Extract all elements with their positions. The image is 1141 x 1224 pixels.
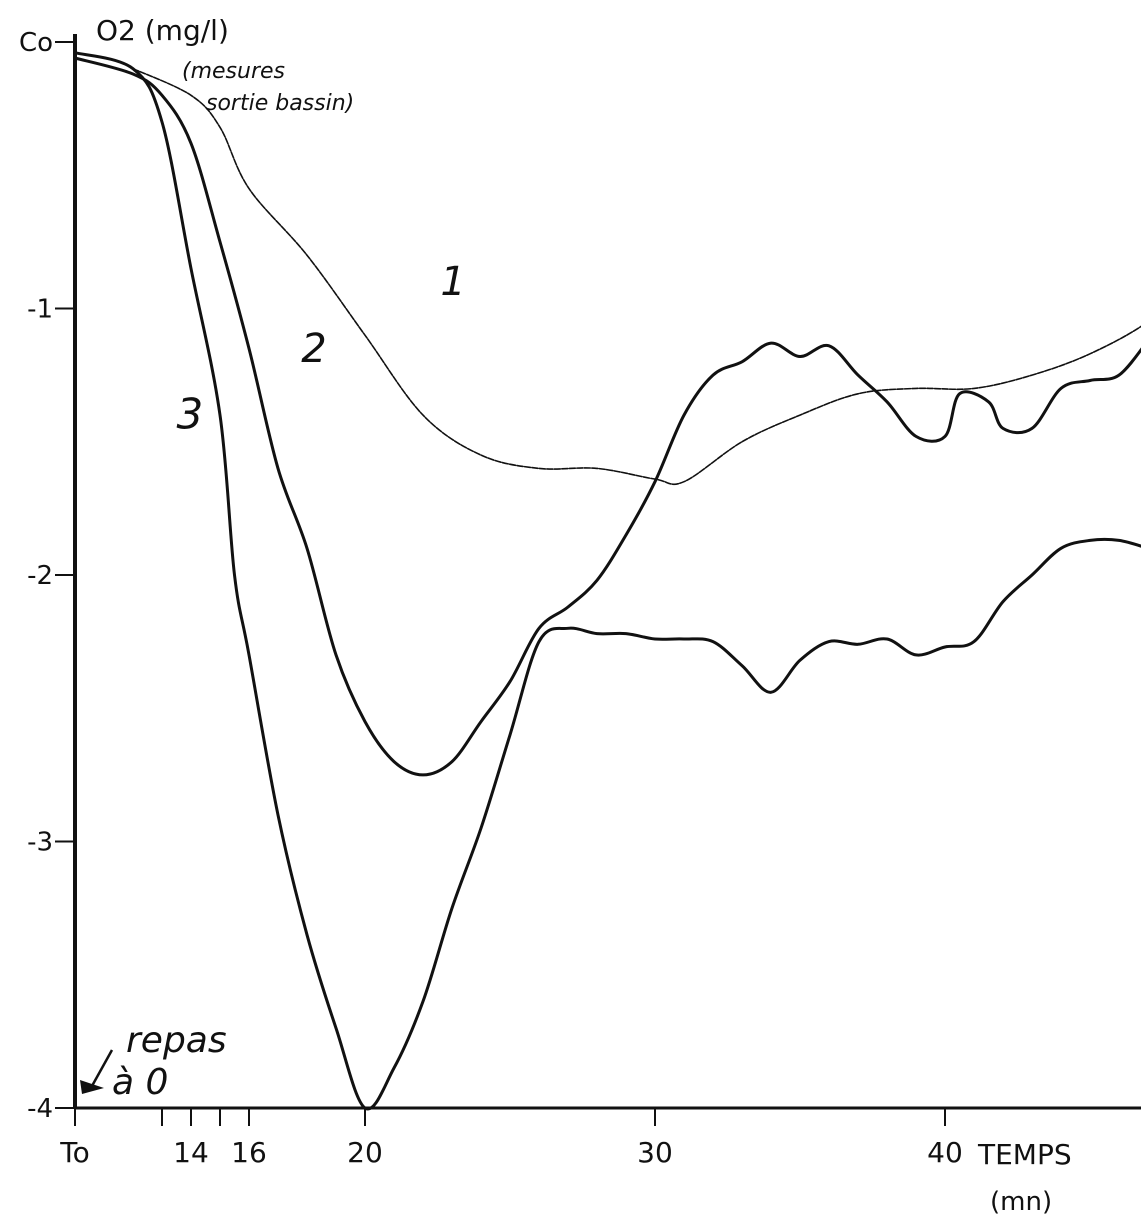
axes <box>73 34 1141 1110</box>
x-tick-label: 14 <box>173 1136 209 1169</box>
annotation-arrowhead-icon <box>80 1080 104 1094</box>
x-tick-label: To <box>59 1136 89 1169</box>
series-label-3: 3 <box>177 389 204 438</box>
y-axis-label: O2 (mg/l) <box>96 14 229 47</box>
annotation-arrow-icon <box>90 1049 114 1087</box>
series-lines: 1 2 3 <box>73 51 1141 1111</box>
y-tick-label: -2 <box>27 561 53 591</box>
y-tick-label: -1 <box>27 295 53 325</box>
y-axis-note-line2: sortie bassin) <box>206 91 354 116</box>
y-axis-note-line1: (mesures <box>182 59 285 84</box>
x-tick-label: 30 <box>637 1136 673 1169</box>
y-tick-label: -3 <box>27 828 53 858</box>
ticks: Co -1 -2 -3 -4To 14 16 20 30 40 <box>19 28 963 1169</box>
x-axis-label: TEMPS <box>977 1138 1072 1171</box>
y-tick-label: Co <box>19 28 53 58</box>
series-line-2 <box>73 56 1141 777</box>
x-axis-unit: (mn) <box>990 1187 1052 1217</box>
x-tick-label: 40 <box>927 1136 963 1169</box>
annotation-repas: repas <box>126 1020 227 1061</box>
y-tick-label: -4 <box>27 1094 53 1124</box>
series-label-1: 1 <box>440 259 465 305</box>
x-tick-label: 20 <box>347 1136 383 1169</box>
series-line-1 <box>132 67 1141 486</box>
series-label-2: 2 <box>301 326 326 372</box>
annotation-a-zero: à 0 <box>112 1062 168 1103</box>
series-line-3 <box>73 51 1141 1111</box>
x-tick-label: 16 <box>231 1136 267 1169</box>
